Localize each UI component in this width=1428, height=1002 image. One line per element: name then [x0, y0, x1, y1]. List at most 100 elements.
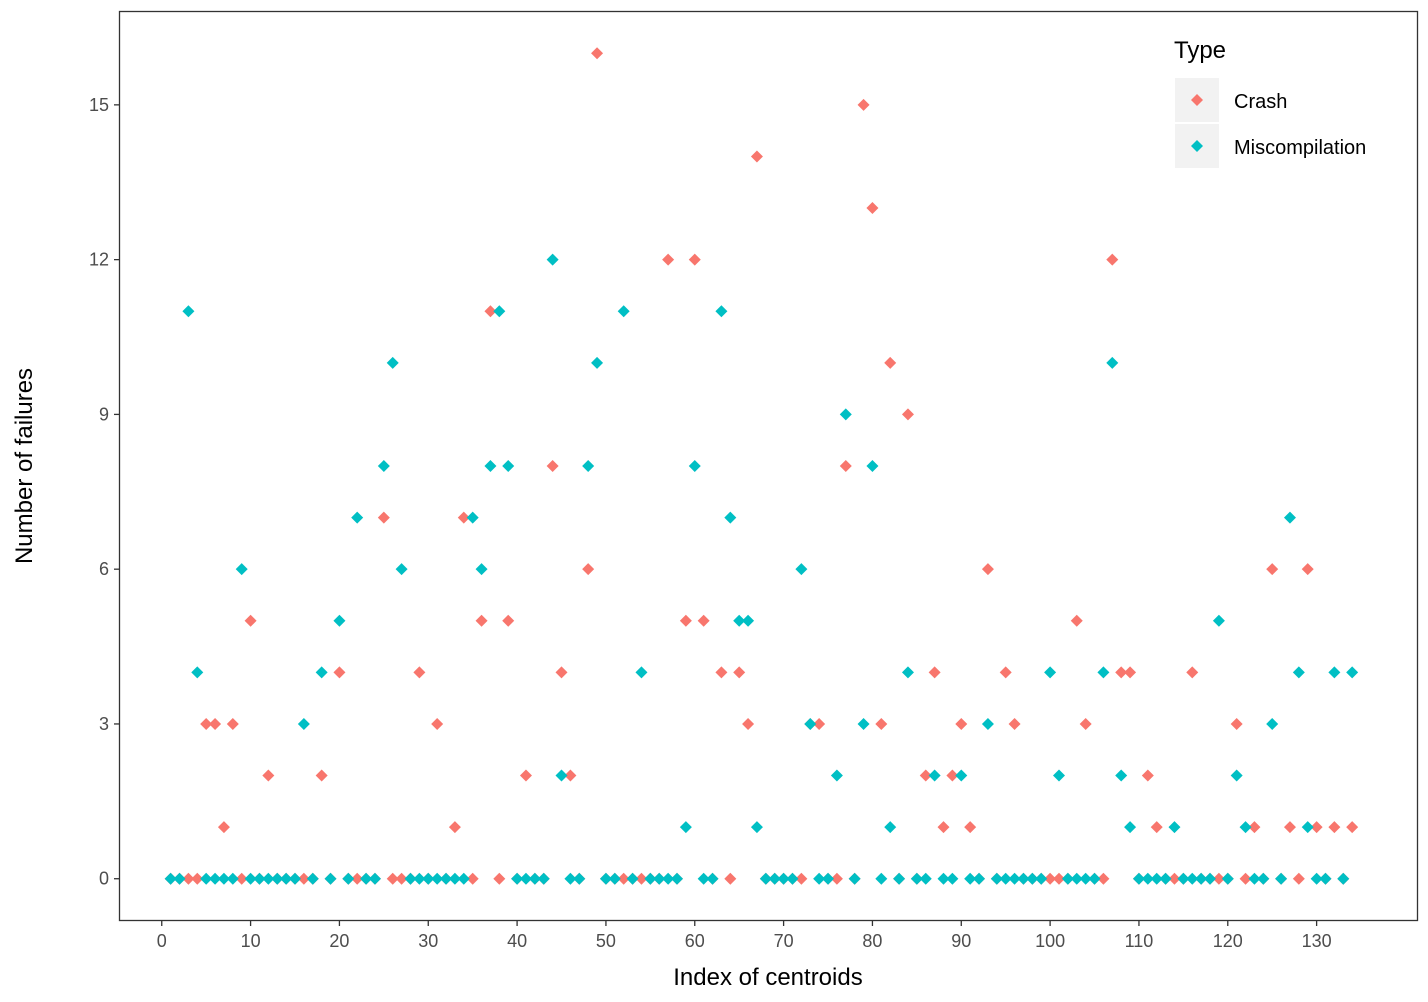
x-tick-label: 100 [1035, 931, 1065, 951]
data-point-miscompilation [670, 872, 683, 885]
data-point-miscompilation [1204, 872, 1217, 885]
data-point-crash [333, 666, 346, 679]
data-point-miscompilation [280, 872, 293, 885]
data-point-miscompilation [475, 563, 488, 576]
x-axis: 0 10 20 30 40 50 60 70 80 90 100 110 120 130 [157, 920, 1332, 951]
y-tick-label: 3 [99, 714, 109, 734]
data-point-crash [1328, 821, 1341, 834]
data-point-crash [750, 150, 763, 163]
data-point-miscompilation [901, 666, 914, 679]
data-point-miscompilation [217, 872, 230, 885]
data-point-miscompilation [466, 511, 479, 524]
data-point-miscompilation [617, 305, 630, 318]
legend-key-crash-marker [1191, 94, 1203, 106]
data-point-crash [244, 614, 257, 627]
data-point-miscompilation [333, 614, 346, 627]
data-point-crash [919, 769, 932, 782]
data-point-miscompilation [937, 872, 950, 885]
data-point-miscompilation [440, 872, 453, 885]
data-point-miscompilation [368, 872, 381, 885]
data-point-miscompilation [875, 872, 888, 885]
data-point-miscompilation [226, 872, 239, 885]
data-point-miscompilation [511, 872, 524, 885]
data-point-miscompilation [1337, 872, 1350, 885]
data-point-crash [502, 614, 515, 627]
data-point-crash [839, 460, 852, 472]
data-point-miscompilation [857, 717, 870, 730]
data-point-miscompilation [724, 511, 737, 524]
data-point-miscompilation [742, 614, 755, 627]
data-point-crash [377, 511, 390, 524]
data-point-miscompilation [377, 460, 390, 472]
data-point-miscompilation [697, 872, 710, 885]
data-point-miscompilation [173, 872, 186, 885]
data-point-miscompilation [360, 872, 373, 885]
data-point-miscompilation [235, 563, 248, 576]
data-point-miscompilation [928, 769, 941, 782]
data-point-miscompilation [848, 872, 861, 885]
y-tick-label: 12 [89, 250, 109, 270]
data-point-crash [1292, 872, 1305, 885]
data-point-miscompilation [1168, 821, 1181, 834]
data-point-crash [546, 460, 559, 472]
data-point-crash [262, 769, 275, 782]
data-point-miscompilation [351, 511, 364, 524]
data-point-crash [466, 872, 479, 885]
data-point-miscompilation [289, 872, 302, 885]
data-point-crash [200, 717, 213, 730]
data-point-crash [679, 614, 692, 627]
data-point-miscompilation [599, 872, 612, 885]
data-point-miscompilation [662, 872, 675, 885]
x-tick-label: 70 [774, 931, 794, 951]
data-point-crash [386, 872, 399, 885]
data-point-miscompilation [768, 872, 781, 885]
data-point-miscompilation [1328, 666, 1341, 679]
data-point-miscompilation [564, 872, 577, 885]
data-point-miscompilation [191, 666, 204, 679]
data-point-miscompilation [1275, 872, 1288, 885]
data-point-crash [315, 769, 328, 782]
data-point-miscompilation [528, 872, 541, 885]
data-point-miscompilation [777, 872, 790, 885]
data-point-crash [226, 717, 239, 730]
data-point-miscompilation [182, 305, 195, 318]
data-point-miscompilation [981, 717, 994, 730]
data-point-crash [795, 872, 808, 885]
data-point-miscompilation [164, 872, 177, 885]
data-point-miscompilation [706, 872, 719, 885]
data-point-miscompilation [555, 769, 568, 782]
data-point-crash [688, 253, 701, 266]
data-point-miscompilation [955, 769, 968, 782]
data-point-miscompilation [946, 872, 959, 885]
data-point-miscompilation [1248, 872, 1261, 885]
y-tick-label: 6 [99, 559, 109, 579]
data-point-miscompilation [209, 872, 222, 885]
data-point-crash [697, 614, 710, 627]
data-point-crash [1044, 872, 1057, 885]
x-tick-label: 90 [951, 931, 971, 951]
data-point-miscompilation [1283, 511, 1296, 524]
data-point-crash [431, 717, 444, 730]
data-point-miscompilation [1106, 356, 1119, 369]
data-point-miscompilation [635, 666, 648, 679]
data-point-miscompilation [1044, 666, 1057, 679]
y-tick-label: 15 [89, 95, 109, 115]
data-point-crash [1141, 769, 1154, 782]
data-point-crash [395, 872, 408, 885]
data-point-miscompilation [404, 872, 417, 885]
data-point-miscompilation [271, 872, 284, 885]
x-tick-label: 50 [596, 931, 616, 951]
data-point-miscompilation [866, 460, 879, 472]
data-point-miscompilation [1088, 872, 1101, 885]
data-point-crash [715, 666, 728, 679]
legend-label-crash: Crash [1234, 91, 1287, 113]
data-point-crash [351, 872, 364, 885]
y-tick-label: 0 [99, 869, 109, 889]
data-point-crash [662, 253, 675, 266]
data-point-miscompilation [1159, 872, 1172, 885]
data-point-miscompilation [750, 821, 763, 834]
data-point-crash [1008, 717, 1021, 730]
data-point-miscompilation [688, 460, 701, 472]
data-point-miscompilation [484, 460, 497, 472]
